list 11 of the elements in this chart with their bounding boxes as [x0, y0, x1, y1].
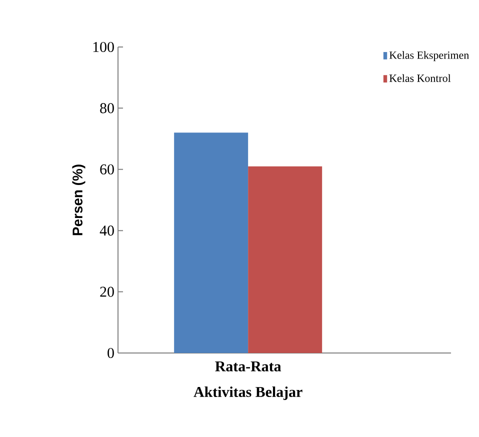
legend-label: Kelas Eksperimen — [389, 51, 469, 62]
y-axis-title: Persen (%) — [72, 164, 86, 236]
y-tick-label: 40 — [100, 226, 114, 236]
y-tick-label: 0 — [108, 348, 114, 358]
legend-label: Kelas Kontrol — [389, 74, 451, 82]
y-tick-label: 20 — [100, 286, 114, 297]
x-axis-title: Aktivitas Belajar — [194, 386, 302, 400]
y-tick-label: 60 — [100, 164, 114, 174]
y-tick-label: 80 — [100, 103, 114, 114]
y-tick-label: 100 — [93, 42, 114, 52]
x-tick-label: Rata-Rata — [215, 362, 282, 372]
